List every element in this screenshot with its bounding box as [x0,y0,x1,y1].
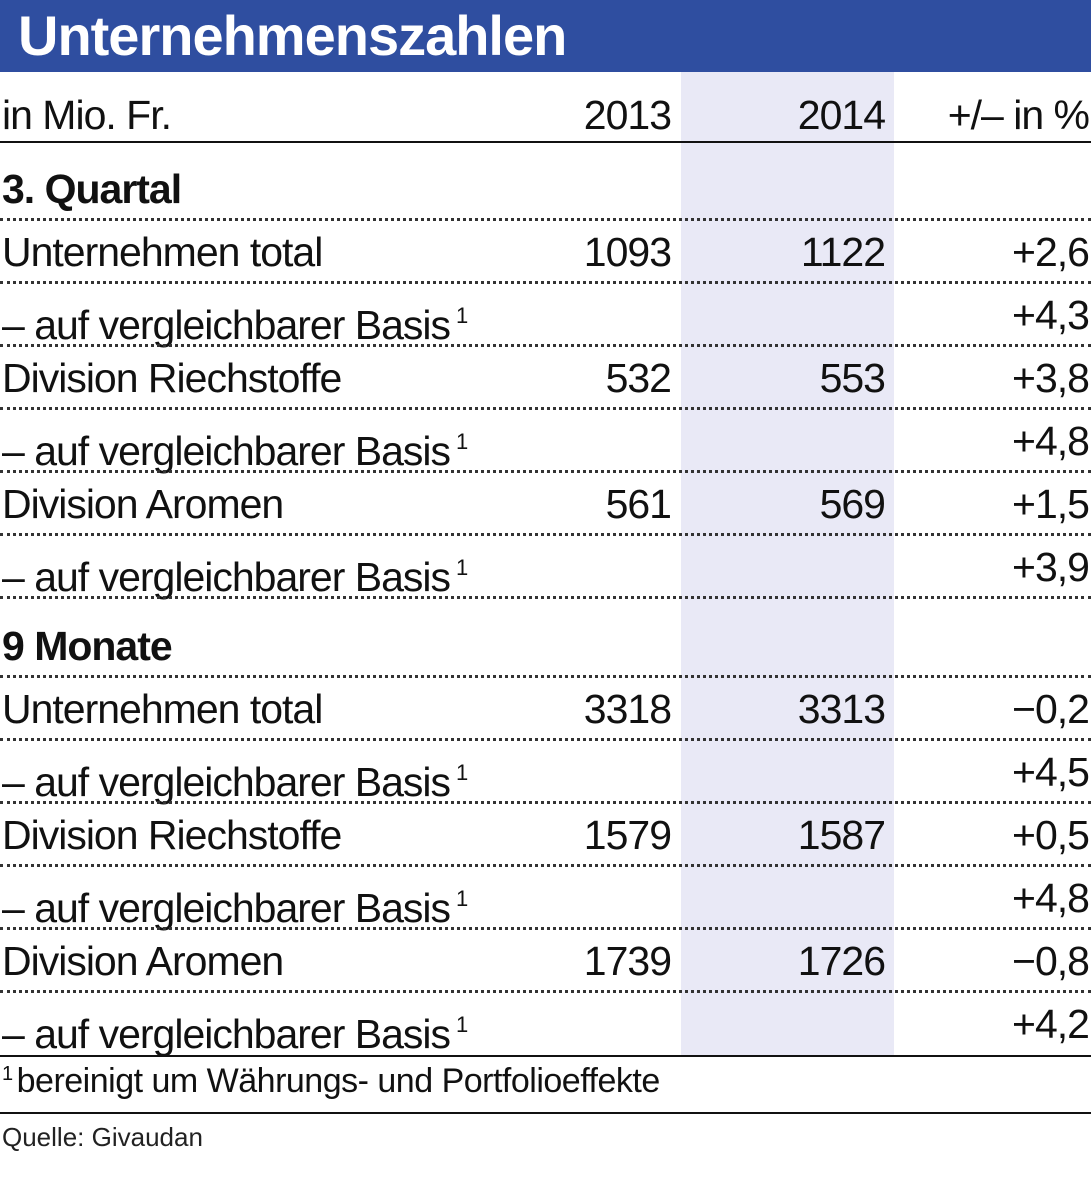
footnote-reference: 1 [456,429,469,454]
footnote-divider [0,1112,1091,1114]
row-label: – auf vergleichbarer Basis 1 [2,284,468,357]
table-row: Unternehmen total 1093 1122 +2,6 [0,221,1091,284]
footnote-text: bereinigt um Währungs- und Portfolioeffe… [16,1062,661,1100]
row-label-text: – auf vergleichbarer Basis [2,428,451,474]
value-2014: 1587 [797,812,886,858]
value-2013: 561 [605,481,672,527]
value-2013: 1739 [583,938,672,984]
row-label-text: Unternehmen total [2,229,323,275]
row-label: Unternehmen total [2,678,323,741]
footnote-reference: 1 [456,1012,469,1037]
value-change-pct: +4,8 [1012,418,1090,464]
value-change-pct: +4,2 [1012,1001,1090,1047]
value-2013: 1093 [583,229,672,275]
value-2013: 3318 [583,686,672,732]
value-change-pct: −0,2 [1012,686,1090,732]
row-label-text: Division Aromen [2,938,284,984]
footnote: 1 bereinigt um Währungs- und Portfolioeff… [2,1062,660,1101]
title-bar: Unternehmenszahlen [0,0,1091,72]
row-divider [0,596,1091,599]
footnote-mark: 1 [2,1063,13,1085]
row-divider [0,990,1091,993]
row-divider [0,738,1091,741]
table-row: – auf vergleichbarer Basis 1 +4,2 [0,993,1091,1057]
header-2014: 2014 [797,92,886,138]
header-unit: in Mio. Fr. [2,92,172,138]
footnote-reference: 1 [456,555,469,580]
row-divider [0,675,1091,678]
row-label: Division Aromen [2,473,284,536]
row-label-text: – auf vergleichbarer Basis [2,554,451,600]
row-label-text: Unternehmen total [2,686,323,732]
table-row: – auf vergleichbarer Basis 1 +4,3 [0,284,1091,348]
table-row: Division Aromen 1739 1726 −0,8 [0,930,1091,993]
row-label: Division Riechstoffe [2,804,342,867]
footnote-reference: 1 [456,886,469,911]
value-change-pct: +4,8 [1012,875,1090,921]
row-label-text: Division Riechstoffe [2,812,342,858]
value-2014: 1122 [800,229,886,275]
row-label: – auf vergleichbarer Basis 1 [2,536,468,609]
row-label: – auf vergleichbarer Basis 1 [2,867,468,940]
chart-title: Unternehmenszahlen [18,4,567,67]
row-label-text: Division Aromen [2,481,284,527]
row-divider [0,470,1091,473]
row-label-text: – auf vergleichbarer Basis [2,302,451,348]
value-change-pct: +4,5 [1012,749,1090,795]
table-row: – auf vergleichbarer Basis 1 +4,8 [0,867,1091,931]
row-label-text: Division Riechstoffe [2,355,342,401]
source-note: Quelle: Givaudan [2,1122,203,1152]
row-label: Division Riechstoffe [2,347,342,410]
value-change-pct: +3,8 [1012,355,1090,401]
highlight-column-2014 [681,72,894,1056]
table-bottom-divider [0,1055,1091,1057]
row-divider [0,344,1091,347]
table-row: – auf vergleichbarer Basis 1 +3,9 [0,536,1091,600]
header-change: +/– in % [947,92,1090,138]
value-2014: 569 [819,481,886,527]
row-label: – auf vergleichbarer Basis 1 [2,410,468,483]
header-row: in Mio. Fr. 2013 2014 +/– in % [0,80,1091,150]
footnote-reference: 1 [456,303,469,328]
row-label-text: – auf vergleichbarer Basis [2,1011,451,1057]
header-divider [0,141,1091,143]
value-2014: 1726 [797,938,886,984]
value-change-pct: +1,5 [1012,481,1090,527]
row-divider [0,407,1091,410]
table-row: Unternehmen total 3318 3313 −0,2 [0,678,1091,741]
row-divider [0,927,1091,930]
row-divider [0,281,1091,284]
table-row: – auf vergleichbarer Basis 1 +4,8 [0,410,1091,474]
section-heading: 9 Monate [0,615,1091,678]
row-label: – auf vergleichbarer Basis 1 [2,741,468,814]
row-label: – auf vergleichbarer Basis 1 [2,993,468,1066]
row-divider [0,533,1091,536]
table-row: – auf vergleichbarer Basis 1 +4,5 [0,741,1091,805]
table-row: Division Riechstoffe 1579 1587 +0,5 [0,804,1091,867]
section-heading-label: 3. Quartal [2,166,182,212]
row-divider [0,218,1091,221]
row-label-text: – auf vergleichbarer Basis [2,759,451,805]
section-heading-label: 9 Monate [2,623,173,669]
row-label: Division Aromen [2,930,284,993]
row-label-text: – auf vergleichbarer Basis [2,885,451,931]
value-change-pct: +4,3 [1012,292,1090,338]
row-label: Unternehmen total [2,221,323,284]
table-row: Division Riechstoffe 532 553 +3,8 [0,347,1091,410]
table-row: Division Aromen 561 569 +1,5 [0,473,1091,536]
value-2013: 1579 [583,812,672,858]
footnote-reference: 1 [456,760,469,785]
value-2014: 553 [819,355,886,401]
row-divider [0,801,1091,804]
value-2014: 3313 [797,686,886,732]
value-change-pct: +0,5 [1012,812,1090,858]
value-change-pct: +3,9 [1012,544,1090,590]
value-change-pct: +2,6 [1012,229,1090,275]
header-2013: 2013 [583,92,672,138]
value-2013: 532 [605,355,672,401]
value-change-pct: −0,8 [1012,938,1090,984]
row-divider [0,864,1091,867]
section-heading: 3. Quartal [0,158,1091,221]
